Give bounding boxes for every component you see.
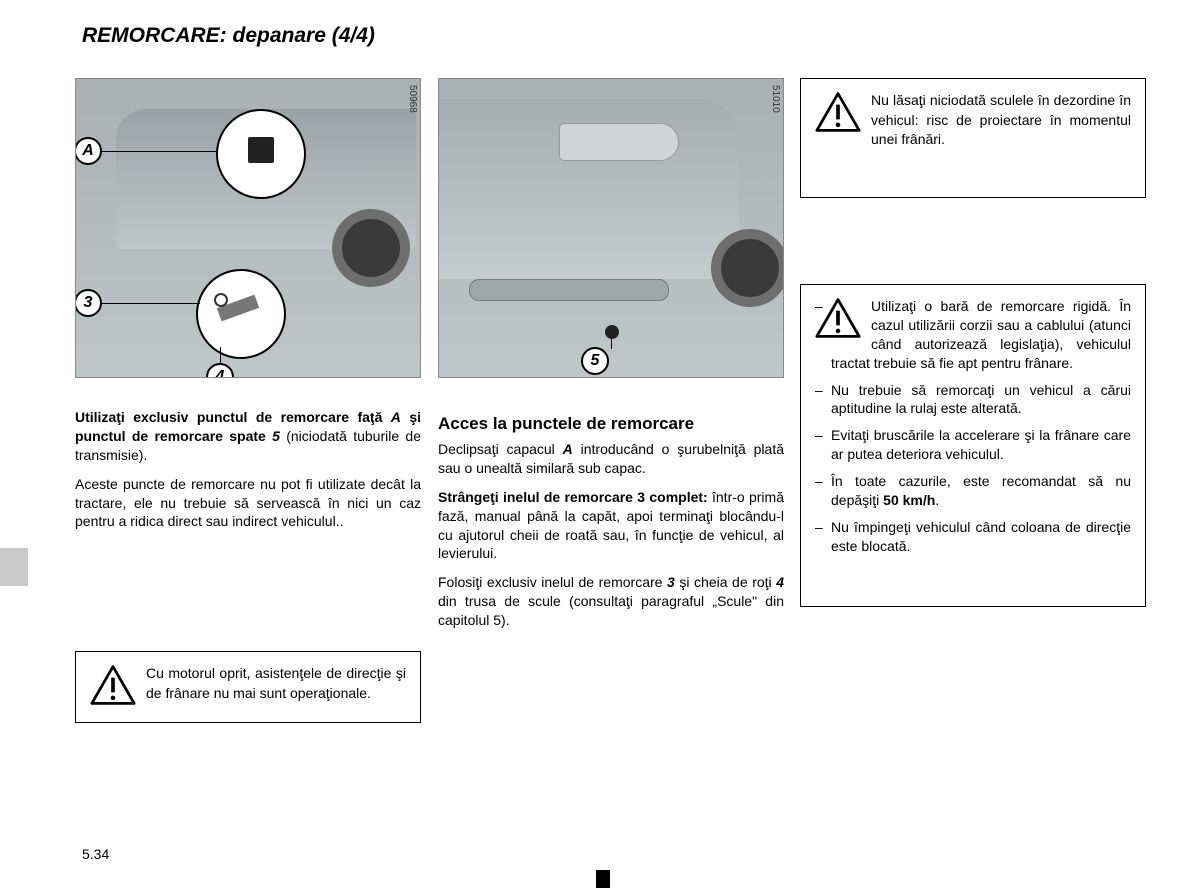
warning1-text: Cu motorul oprit, asistenţele de direcţi…: [90, 664, 406, 703]
figure-rear-towing: 5 51010: [438, 78, 784, 378]
warning-box-towing-rules: Utilizaţi o bară de remorcare rigidă. În…: [800, 284, 1146, 607]
column-2: 5 51010 Acces la punctele de remorcare D…: [438, 78, 784, 630]
col2-heading: Acces la punctele de remorcare: [438, 414, 784, 434]
callout-A: A: [75, 137, 102, 165]
warning-icon: [90, 664, 136, 706]
column-3: Nu lăsaţi niciodată sculele în dezordine…: [800, 78, 1146, 631]
warn3-item3: Evitaţi bruscările la accelerare şi la f…: [815, 426, 1131, 464]
col1-para2: Aceste puncte de remorcare nu pot fi uti…: [75, 475, 421, 532]
warning-box-engine-off: Cu motorul oprit, asistenţele de direcţi…: [75, 651, 421, 723]
column-1: A 3 4 50968 Utilizaţi exclusiv punctul d…: [75, 78, 421, 747]
col2-para1: Declipsaţi capacul A introducând o şurub…: [438, 440, 784, 478]
page-number: 5.34: [82, 846, 109, 862]
warn3-item4: În toate cazurile, este recomandat să nu…: [815, 472, 1131, 510]
page-title: REMORCARE: depanare (4/4): [82, 24, 375, 48]
warning3-list: Utilizaţi o bară de remorcare rigidă. În…: [815, 297, 1131, 556]
col1-para1: Utilizaţi exclusiv punctul de remorcare …: [75, 408, 421, 465]
thumb-tab: [0, 548, 28, 586]
figure-id-1: 50968: [407, 85, 418, 113]
warn3-item2: Nu trebuie să remorcaţi un vehicul a căr…: [815, 381, 1131, 419]
callout-3: 3: [75, 289, 102, 317]
callout-5: 5: [581, 347, 609, 375]
print-mark: [596, 870, 610, 888]
figure-front-towing: A 3 4 50968: [75, 78, 421, 378]
warning-box-tools: Nu lăsaţi niciodată sculele în dezordine…: [800, 78, 1146, 198]
callout-4: 4: [206, 363, 234, 378]
figure-id-2: 51010: [770, 85, 781, 113]
col2-para3: Folosiţi exclusiv inelul de remorcare 3 …: [438, 573, 784, 630]
warn3-item5: Nu împingeţi vehiculul când coloana de d…: [815, 518, 1131, 556]
warning2-text: Nu lăsaţi niciodată sculele în dezordine…: [815, 91, 1131, 150]
warn3-item1: Utilizaţi o bară de remorcare rigidă. În…: [815, 297, 1131, 373]
warning-icon: [815, 91, 861, 133]
col2-para2: Strângeţi inelul de remorcare 3 complet:…: [438, 488, 784, 564]
